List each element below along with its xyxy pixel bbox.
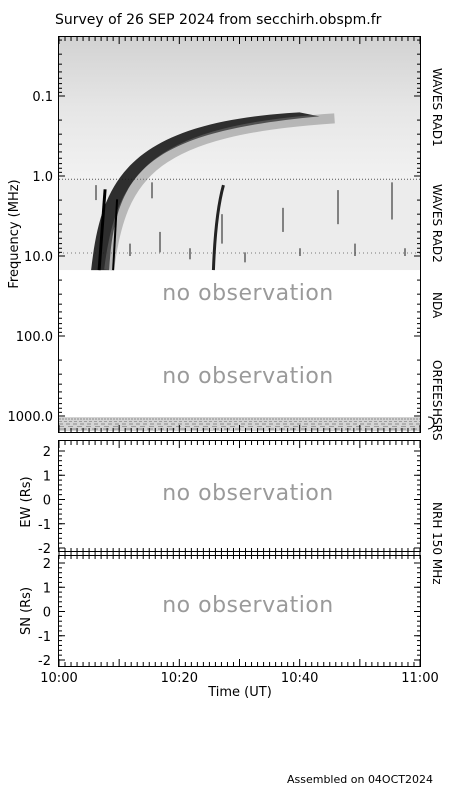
time-tick-label-3: 11:00 [401, 671, 438, 686]
time-axis-label: Time (UT) [207, 685, 272, 700]
ew-ytick-label-3: 1 [43, 469, 51, 484]
band-label-nda: NDA [430, 292, 444, 319]
time-tick-labels: 10:00 10:20 10:40 11:00 [40, 671, 438, 686]
ew-no-observation: no observation [162, 481, 334, 506]
sn-ytick-label-1: -1 [38, 630, 51, 645]
sn-ytick-label-4: 2 [43, 557, 51, 572]
spectrum-panel: 0.1 1.0 10.0 100.0 1000.0 Frequency (MHz) no… [7, 36, 444, 441]
band-label-waves-rad2: WAVES RAD2 [430, 184, 444, 263]
ew-ytick-label-2: 0 [43, 494, 51, 509]
burst-main-stripe-a [97, 189, 107, 271]
ew-ytick-label-4: 2 [43, 445, 51, 460]
spectrum-y-ticks: 0.1 1.0 10.0 100.0 1000.0 [8, 39, 420, 425]
sn-ytick-label-2: 0 [43, 606, 51, 621]
figure-title: Survey of 26 SEP 2024 from secchirh.obsp… [55, 12, 382, 28]
hsrs-bracket [427, 416, 435, 430]
spectrum-frame [58, 36, 421, 433]
spectrum-ytick-label-2: 10.0 [24, 250, 53, 265]
band-hsrs-background [59, 417, 420, 431]
time-tick-label-2: 10:40 [281, 671, 318, 686]
time-tick-label-1: 10:20 [161, 671, 198, 686]
burst-main [91, 112, 320, 271]
spectrum-ytick-label-1: 1.0 [32, 170, 53, 185]
spectrum-ytick-label-3: 100.0 [16, 330, 53, 345]
sn-ytick-label-3: 1 [43, 581, 51, 596]
burst-group [91, 112, 335, 271]
ew-ytick-label-1: -1 [38, 518, 51, 533]
spectrum-ytick-label-0: 0.1 [32, 90, 53, 105]
orfees-no-observation: no observation [162, 364, 334, 389]
sn-ytick-label-0: -2 [38, 654, 51, 669]
sn-panel: -2 -1 0 1 2 SN (Rs) no observation 10:00 10:2… [19, 555, 439, 700]
time-tick-label-0: 10:00 [40, 671, 77, 686]
ew-ytick-label-0: -2 [38, 542, 51, 557]
nrh-panel-divider [58, 441, 421, 666]
burst-main-stripe-b [112, 199, 119, 271]
burst-secondary [211, 184, 225, 271]
sn-y-axis-label: SN (Rs) [19, 587, 34, 635]
spectrum-y-axis-label: Frequency (MHz) [7, 179, 22, 288]
assembly-footer: Assembled on 04OCT2024 [287, 773, 433, 786]
band-rad1-background [59, 37, 420, 180]
sn-y-ticks: -2 -1 0 1 2 [38, 557, 420, 669]
band-label-waves-rad1: WAVES RAD1 [430, 68, 444, 147]
ew-panel: -2 -1 0 1 2 EW (Rs) no observation [19, 440, 421, 557]
spectrum-x-ticks [58, 37, 421, 432]
spectrum-ytick-label-4: 1000.0 [8, 410, 54, 425]
instrument-band-labels: WAVES RAD1 WAVES RAD2 NDA ORFEES HSRS [430, 68, 444, 441]
nrh-label: NRH 150 MHz [430, 502, 444, 585]
ew-y-ticks: -2 -1 0 1 2 [38, 445, 420, 557]
ew-y-axis-label: EW (Rs) [19, 476, 34, 527]
spectrum-image [59, 37, 420, 431]
band-label-orfees: ORFEES [430, 360, 444, 407]
nda-no-observation: no observation [162, 281, 334, 306]
sn-no-observation: no observation [162, 593, 334, 618]
band-label-hsrs: HSRS [430, 408, 444, 441]
